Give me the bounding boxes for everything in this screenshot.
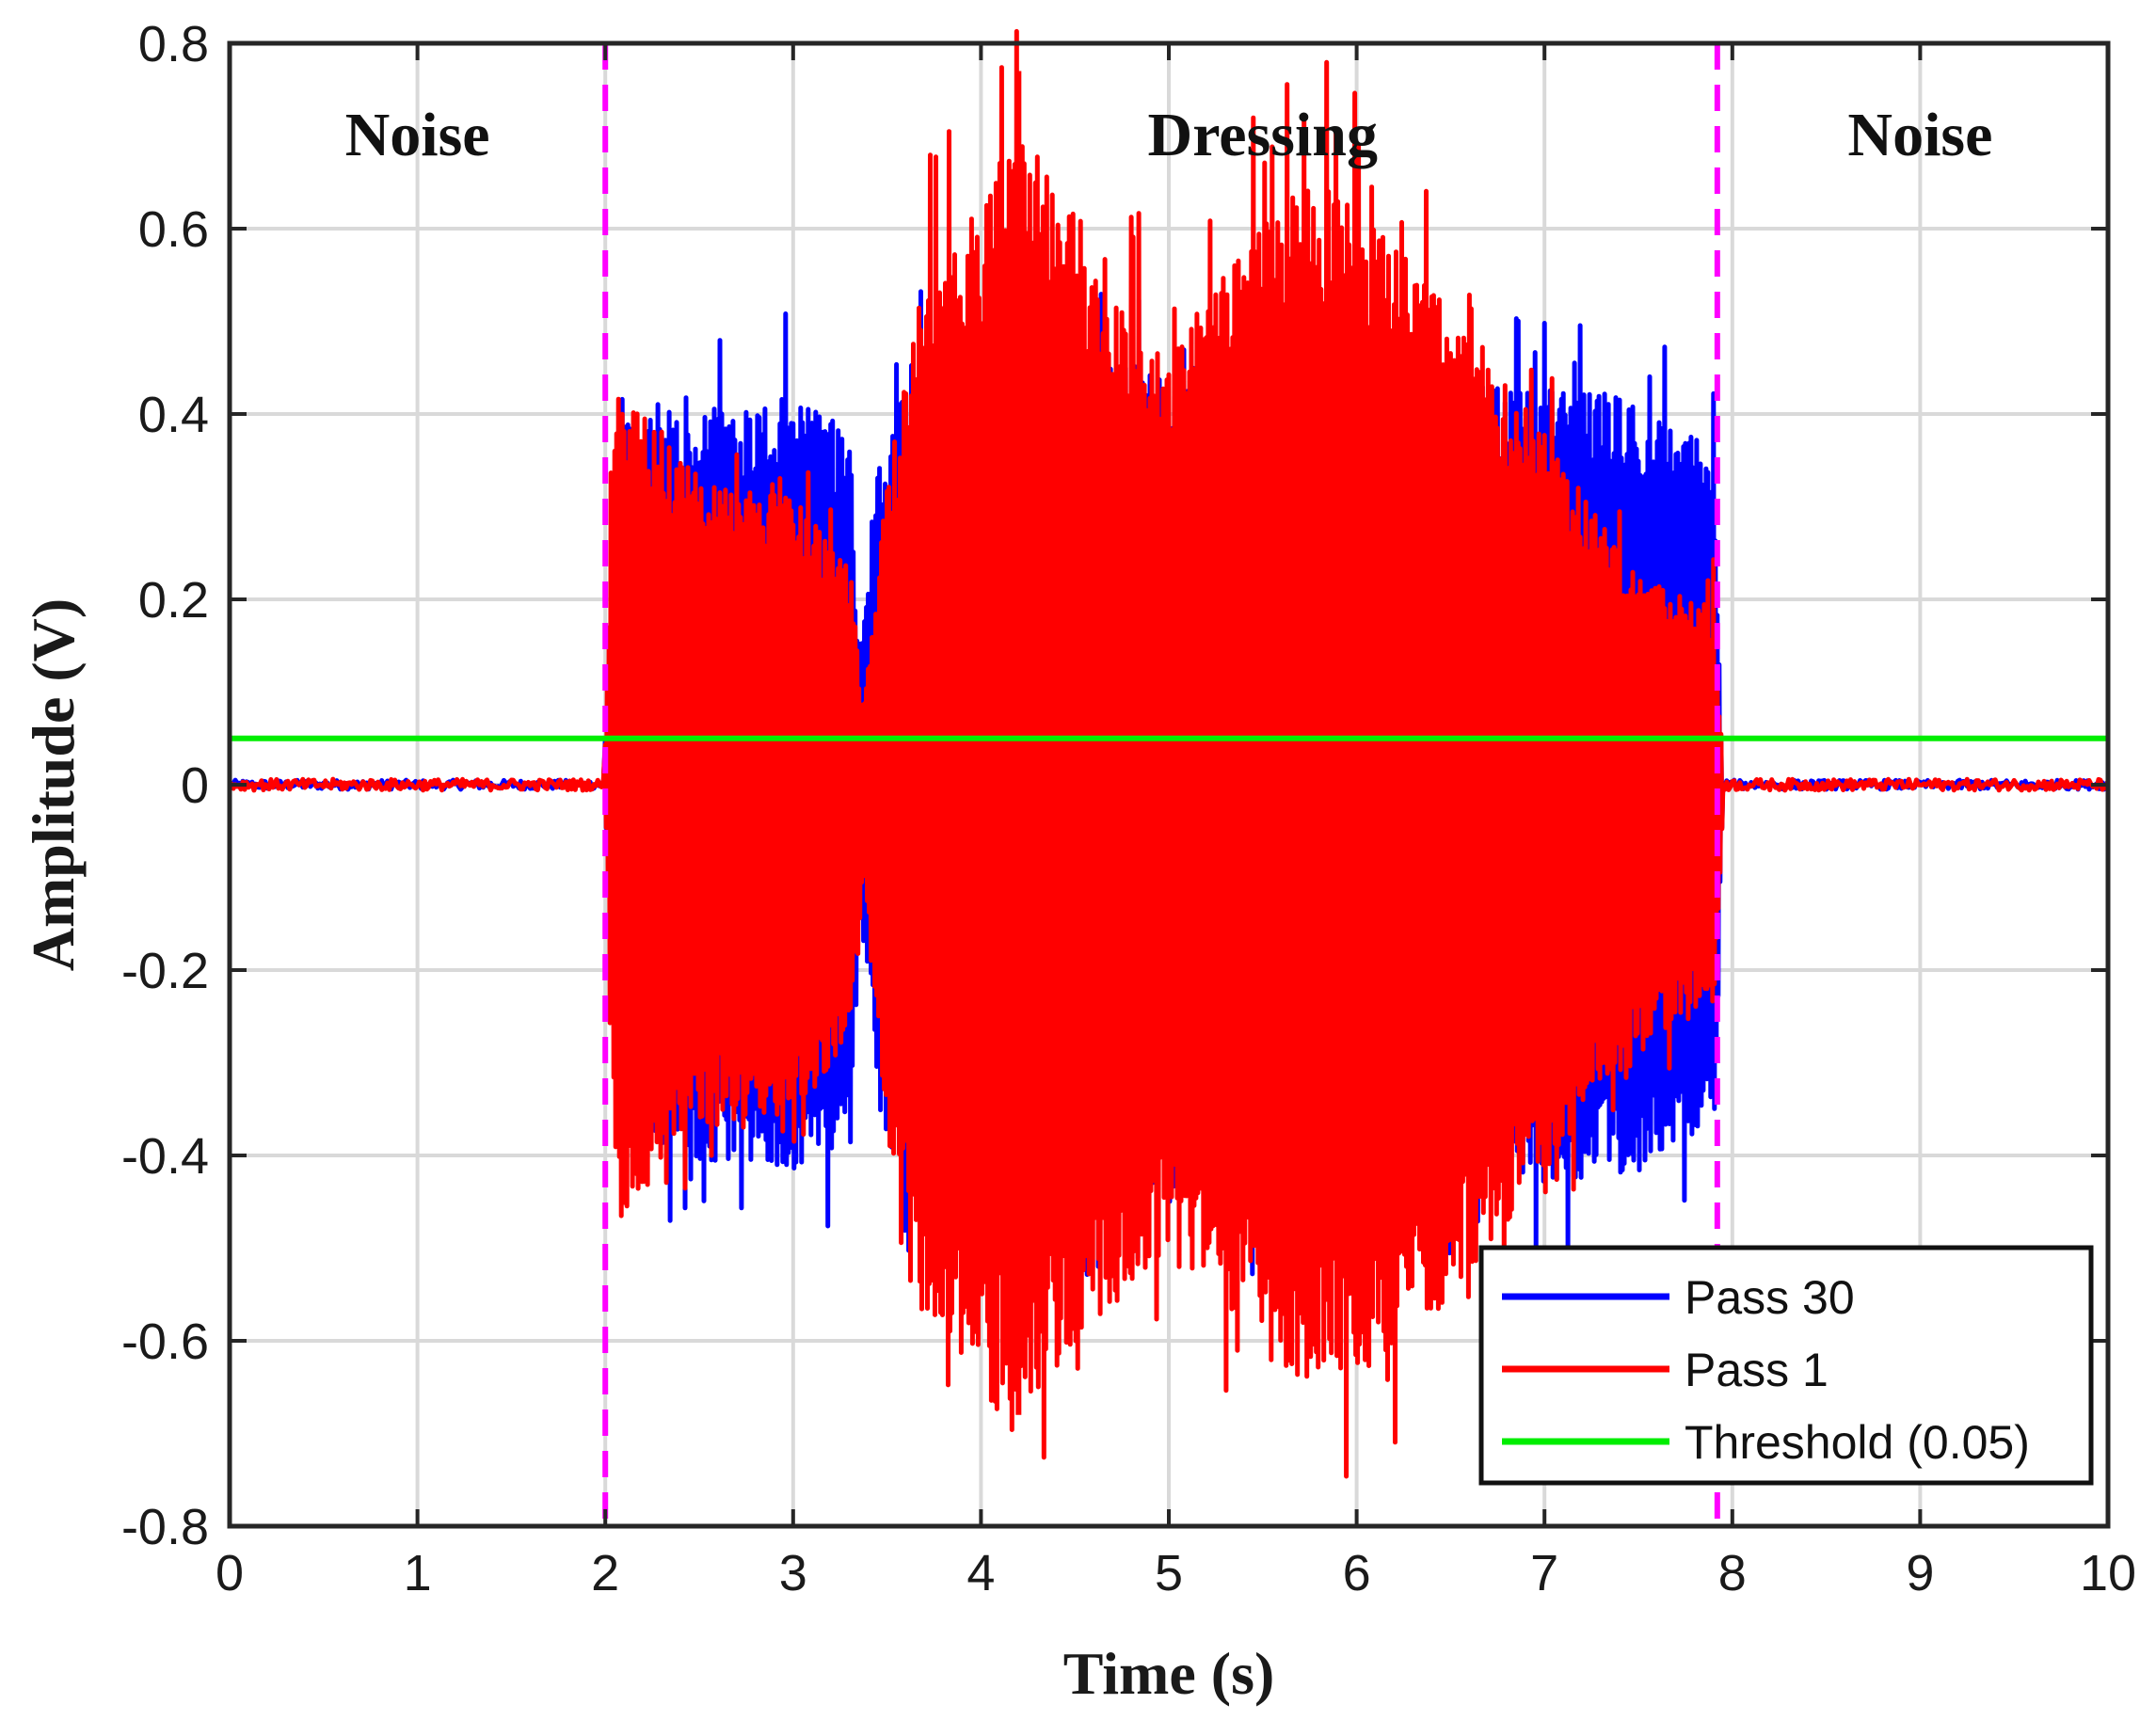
y-axis-title: Amplitude (V): [20, 598, 87, 971]
x-tick-label: 8: [1718, 1545, 1747, 1601]
x-tick-label: 4: [966, 1545, 995, 1601]
tick-labels: 0 1 2 3 4 5 6 7 8 9 10 -0.8 -0.6 -0.4 -0.2 0 0.2 0.4 0.6 0.…: [121, 16, 2136, 1601]
x-tick-label: 6: [1343, 1545, 1371, 1601]
x-tick-label: 2: [591, 1545, 619, 1601]
x-tick-label: 9: [1906, 1545, 1934, 1601]
y-tick-label: 0.8: [138, 16, 209, 72]
x-tick-label: 5: [1155, 1545, 1183, 1601]
y-tick-label: 0.6: [138, 201, 209, 258]
x-tick-label: 3: [779, 1545, 807, 1601]
region-label: Noise: [1847, 101, 1992, 169]
y-tick-label: -0.6: [121, 1314, 209, 1370]
x-tick-label: 7: [1530, 1545, 1558, 1601]
region-labels: Noise Dressing Noise: [345, 101, 1993, 169]
x-tick-label: 10: [2080, 1545, 2136, 1601]
legend-entry-label: Threshold (0.05): [1685, 1416, 2030, 1469]
series-pass-1: [228, 28, 2111, 1479]
y-tick-label: -0.4: [121, 1128, 209, 1185]
legend-entry-label: Pass 1: [1685, 1344, 1829, 1396]
y-tick-label: -0.2: [121, 943, 209, 999]
x-tick-label: 0: [216, 1545, 244, 1601]
x-axis-title: Time (s): [1063, 1640, 1275, 1707]
legend-entry-label: Pass 30: [1685, 1271, 1855, 1324]
y-tick-label: 0.4: [138, 387, 209, 443]
y-tick-label: -0.8: [121, 1499, 209, 1555]
y-tick-label: 0: [181, 757, 209, 814]
x-tick-label: 1: [404, 1545, 432, 1601]
axes: [227, 40, 2111, 1529]
legend: Pass 30 Pass 1 Threshold (0.05): [1478, 1245, 2094, 1486]
y-tick-label: 0.2: [138, 572, 209, 629]
region-label: Dressing: [1148, 101, 1378, 169]
series-layer: [227, 28, 2111, 1479]
region-label: Noise: [345, 101, 490, 169]
